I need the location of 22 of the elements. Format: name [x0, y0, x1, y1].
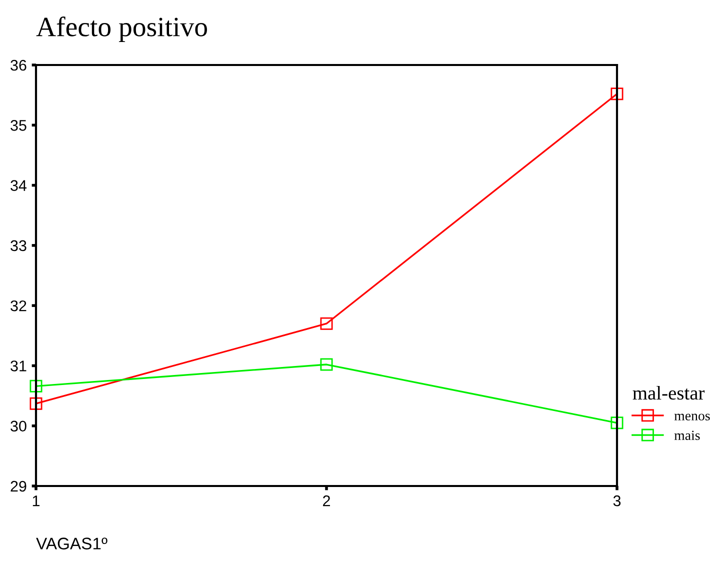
- y-tick-label: 29: [10, 480, 26, 492]
- point: [30, 397, 42, 410]
- x-tick-label: 2: [323, 495, 330, 506]
- point: [320, 317, 333, 330]
- legend-label: mais: [674, 430, 700, 440]
- y-tick-label: 35: [10, 120, 26, 131]
- legend-title: mal-estar: [632, 386, 705, 400]
- x-tick-label: 1: [32, 496, 40, 506]
- y-tick-label: 31: [10, 360, 26, 372]
- point: [610, 88, 624, 100]
- y-tick-label: 34: [10, 180, 27, 191]
- chart-title: Afecto positivo: [36, 16, 207, 42]
- point: [320, 358, 333, 371]
- legend-label: menos: [674, 414, 710, 420]
- x-tick-label: 3: [613, 495, 621, 506]
- x-axis-title: VAGAS1º: [36, 538, 108, 550]
- y-tick-label: 30: [10, 420, 26, 432]
- point: [610, 416, 624, 430]
- y-tick-label: 32: [10, 300, 26, 312]
- y-tick-label: 33: [10, 240, 26, 252]
- y-tick-label: 36: [10, 60, 26, 71]
- point: [30, 380, 42, 392]
